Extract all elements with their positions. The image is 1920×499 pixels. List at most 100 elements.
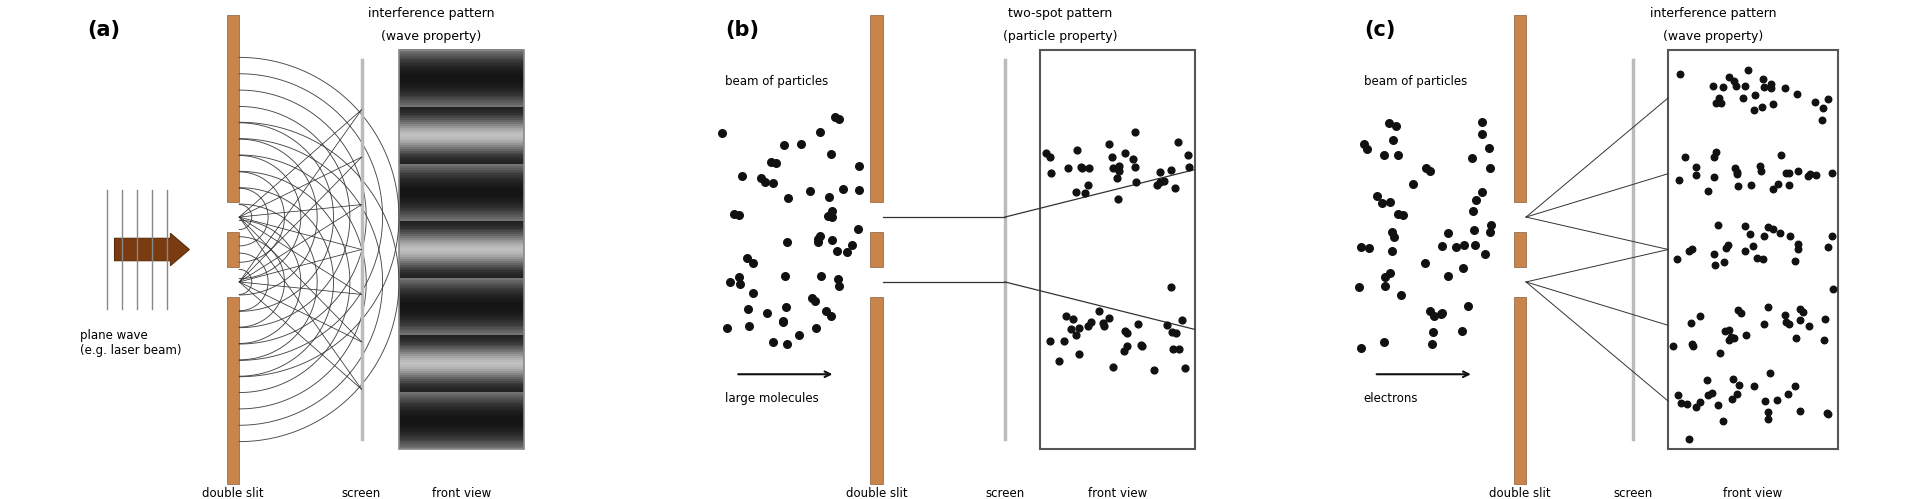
Bar: [399, 394, 524, 396]
Point: [1811, 315, 1841, 323]
Bar: [399, 211, 524, 214]
Point: [1427, 309, 1457, 317]
Point: [1415, 307, 1446, 315]
Bar: [399, 361, 524, 364]
Point: [1728, 94, 1759, 102]
Point: [1722, 306, 1753, 314]
Bar: [399, 441, 524, 444]
Point: [737, 258, 768, 266]
Point: [1770, 170, 1801, 178]
Bar: [399, 116, 524, 118]
Bar: [399, 181, 524, 183]
Point: [1119, 163, 1150, 171]
Point: [1703, 94, 1734, 102]
Point: [1121, 179, 1152, 187]
Point: [1774, 169, 1805, 177]
Bar: [399, 156, 524, 158]
Bar: [399, 204, 524, 206]
Point: [803, 238, 833, 246]
Point: [1144, 168, 1175, 176]
Point: [758, 338, 789, 346]
Bar: [1513, 15, 1526, 202]
Point: [1730, 223, 1761, 231]
Point: [1461, 196, 1492, 204]
Bar: [399, 384, 524, 386]
Bar: [399, 57, 524, 59]
Bar: [399, 209, 524, 212]
Bar: [399, 289, 524, 291]
Point: [1718, 375, 1749, 383]
Point: [1753, 415, 1784, 423]
Bar: [399, 114, 524, 116]
Bar: [399, 194, 524, 196]
Point: [1471, 250, 1501, 258]
Bar: [399, 232, 524, 235]
Bar: [399, 367, 524, 369]
Bar: [399, 219, 524, 221]
Point: [1050, 312, 1081, 320]
Point: [1432, 272, 1463, 280]
Text: double slit: double slit: [1490, 487, 1551, 499]
Point: [1747, 75, 1778, 83]
Bar: [399, 137, 524, 139]
Point: [1156, 328, 1187, 336]
Point: [1411, 164, 1442, 172]
Point: [831, 248, 862, 256]
Text: front view
of screen: front view of screen: [432, 487, 492, 499]
Point: [1740, 106, 1770, 114]
Text: (particle property): (particle property): [1002, 30, 1117, 43]
Point: [797, 294, 828, 302]
Point: [1757, 225, 1788, 233]
Point: [1417, 328, 1448, 336]
Bar: [399, 325, 524, 327]
Point: [1812, 409, 1843, 417]
Bar: [399, 319, 524, 322]
Text: (wave property): (wave property): [1663, 30, 1763, 43]
Point: [1784, 316, 1814, 324]
Bar: [399, 131, 524, 134]
Bar: [399, 380, 524, 383]
Point: [816, 312, 847, 320]
Bar: [399, 165, 524, 168]
Bar: [399, 85, 524, 88]
Point: [1763, 396, 1793, 404]
Point: [1726, 309, 1757, 317]
Point: [1812, 410, 1843, 418]
Point: [1784, 407, 1814, 415]
Point: [749, 178, 780, 186]
Bar: [399, 277, 524, 280]
Bar: [399, 72, 524, 75]
Point: [1052, 164, 1083, 172]
Point: [1096, 164, 1127, 172]
Bar: [399, 348, 524, 350]
Point: [1075, 318, 1106, 326]
Bar: [399, 154, 524, 156]
Text: (a): (a): [86, 20, 121, 40]
Point: [1763, 180, 1793, 188]
Bar: [399, 422, 524, 424]
Bar: [399, 435, 524, 438]
Bar: [399, 106, 524, 109]
Point: [1740, 91, 1770, 99]
Bar: [399, 133, 524, 135]
Bar: [399, 373, 524, 375]
Point: [1139, 366, 1169, 374]
Point: [1674, 248, 1705, 255]
Bar: [399, 238, 524, 240]
Point: [1112, 329, 1142, 337]
Point: [1753, 408, 1784, 416]
Point: [824, 275, 854, 283]
Point: [1369, 273, 1400, 281]
Bar: [227, 232, 240, 267]
Bar: [399, 291, 524, 293]
Point: [1117, 155, 1148, 163]
Point: [1369, 281, 1400, 289]
Bar: [399, 51, 524, 54]
Point: [1707, 83, 1738, 91]
Bar: [399, 205, 524, 208]
Bar: [399, 447, 524, 449]
Point: [816, 213, 847, 221]
Bar: [399, 127, 524, 130]
Point: [1409, 259, 1440, 267]
Bar: [399, 213, 524, 215]
